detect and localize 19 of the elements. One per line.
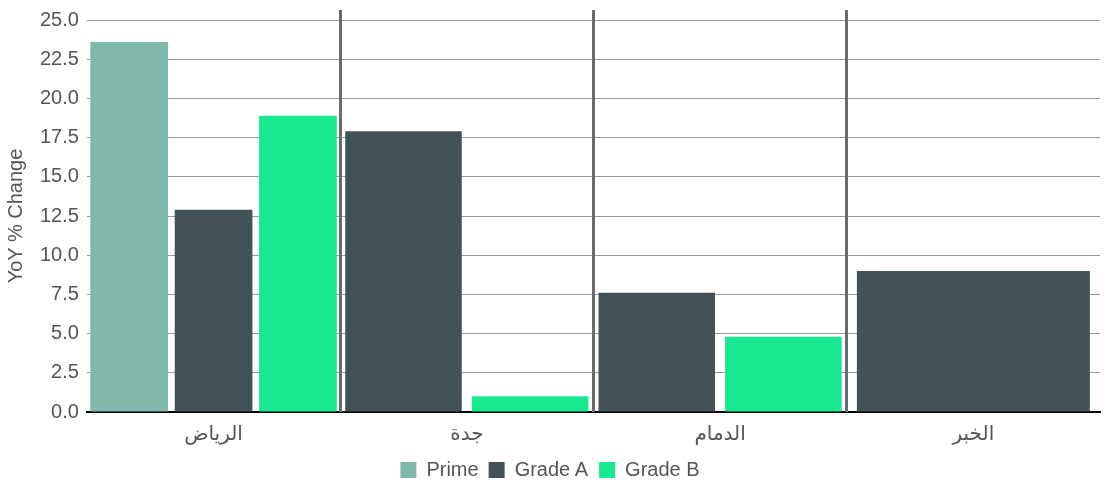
legend-label: Grade A xyxy=(514,457,589,480)
y-axis-title: YoY % Change xyxy=(3,148,26,284)
y-tick-label: 20.0 xyxy=(39,85,79,108)
y-tick-label: 0.0 xyxy=(51,399,79,422)
y-tick-label: 12.5 xyxy=(39,203,79,226)
y-tick-label: 25.0 xyxy=(39,7,79,30)
y-tick-label: 5.0 xyxy=(51,321,79,344)
y-tick-label: 15.0 xyxy=(39,164,79,187)
y-tick-label: 22.5 xyxy=(39,46,79,69)
x-tick-label: جدة xyxy=(450,421,484,446)
y-tick-label: 2.5 xyxy=(51,360,79,383)
legend-label: Prime xyxy=(426,457,479,480)
x-tick-label: الدمام xyxy=(694,421,746,446)
x-tick-label: الخبر xyxy=(951,421,995,446)
y-tick-label: 7.5 xyxy=(51,281,79,304)
x-tick-label: الرياض xyxy=(184,421,243,446)
y-tick-label: 17.5 xyxy=(39,125,79,148)
y-tick-label: 10.0 xyxy=(39,242,79,265)
legend-label: Grade B xyxy=(625,457,700,480)
